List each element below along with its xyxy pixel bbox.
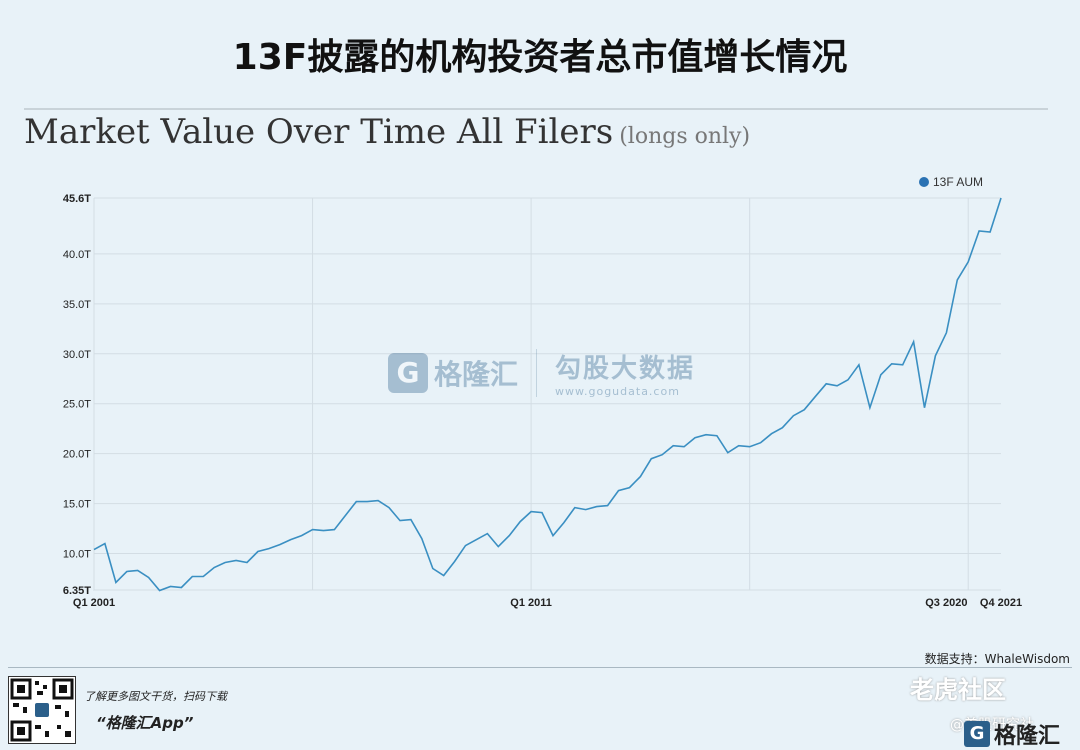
x-tick-label: Q1 2001 [73,597,115,609]
chart-subtitle: (longs only) [619,124,751,149]
promo-app-name: “格隆汇App” [96,714,194,732]
x-tick-label: Q3 2020 [925,597,967,609]
brand-name: 格隆汇 [994,724,1061,749]
qr-code-icon [8,676,76,744]
chart-grid [93,197,1001,591]
chart-title: Market Value Over Time All Filers [24,112,614,152]
y-tick-label: 15.0T [63,499,91,511]
y-tick-label: 35.0T [63,299,91,311]
chart-heading: Market Value Over Time All Filers (longs … [24,112,750,152]
plot-frame [93,198,1001,591]
series-line-13f-aum [93,197,1002,592]
y-tick-label: 6.35T [63,585,91,597]
source-note: 数据支持：WhaleWisdom [924,652,1070,666]
y-tick-label: 25.0T [63,399,91,411]
page-title: 13F披露的机构投资者总市值增长情况 [232,37,848,78]
legend-marker [919,177,929,187]
x-tick-label: Q1 2011 [510,597,552,609]
aum-line-chart: 6.35T 10.0T 15.0T 20.0T 25.0T 30.0T 35.0T 40.0T… [63,175,1022,609]
chart-legend: 13F AUM [919,175,983,189]
promo-line: 了解更多图文干货，扫码下载 [84,690,227,703]
y-tick-label: 10.0T [63,549,91,561]
y-tick-label: 45.6T [63,193,91,205]
legend-label: 13F AUM [933,175,983,189]
x-axis-ticks: Q1 2001 Q1 2011 Q3 2020 Q4 2021 [73,597,1022,609]
x-tick-label: Q4 2021 [980,597,1022,609]
corner-watermark: 老虎社区 [910,676,1006,704]
y-tick-label: 30.0T [63,349,91,361]
title-divider [24,108,1048,110]
footer-brand: G 格隆汇 [964,718,1060,750]
y-tick-label: 20.0T [63,449,91,461]
y-axis-ticks: 6.35T 10.0T 15.0T 20.0T 25.0T 30.0T 35.0T 40.0T… [63,193,91,597]
footer-divider [8,667,1072,668]
brand-logo-icon: G [964,721,990,747]
y-tick-label: 40.0T [63,249,91,261]
